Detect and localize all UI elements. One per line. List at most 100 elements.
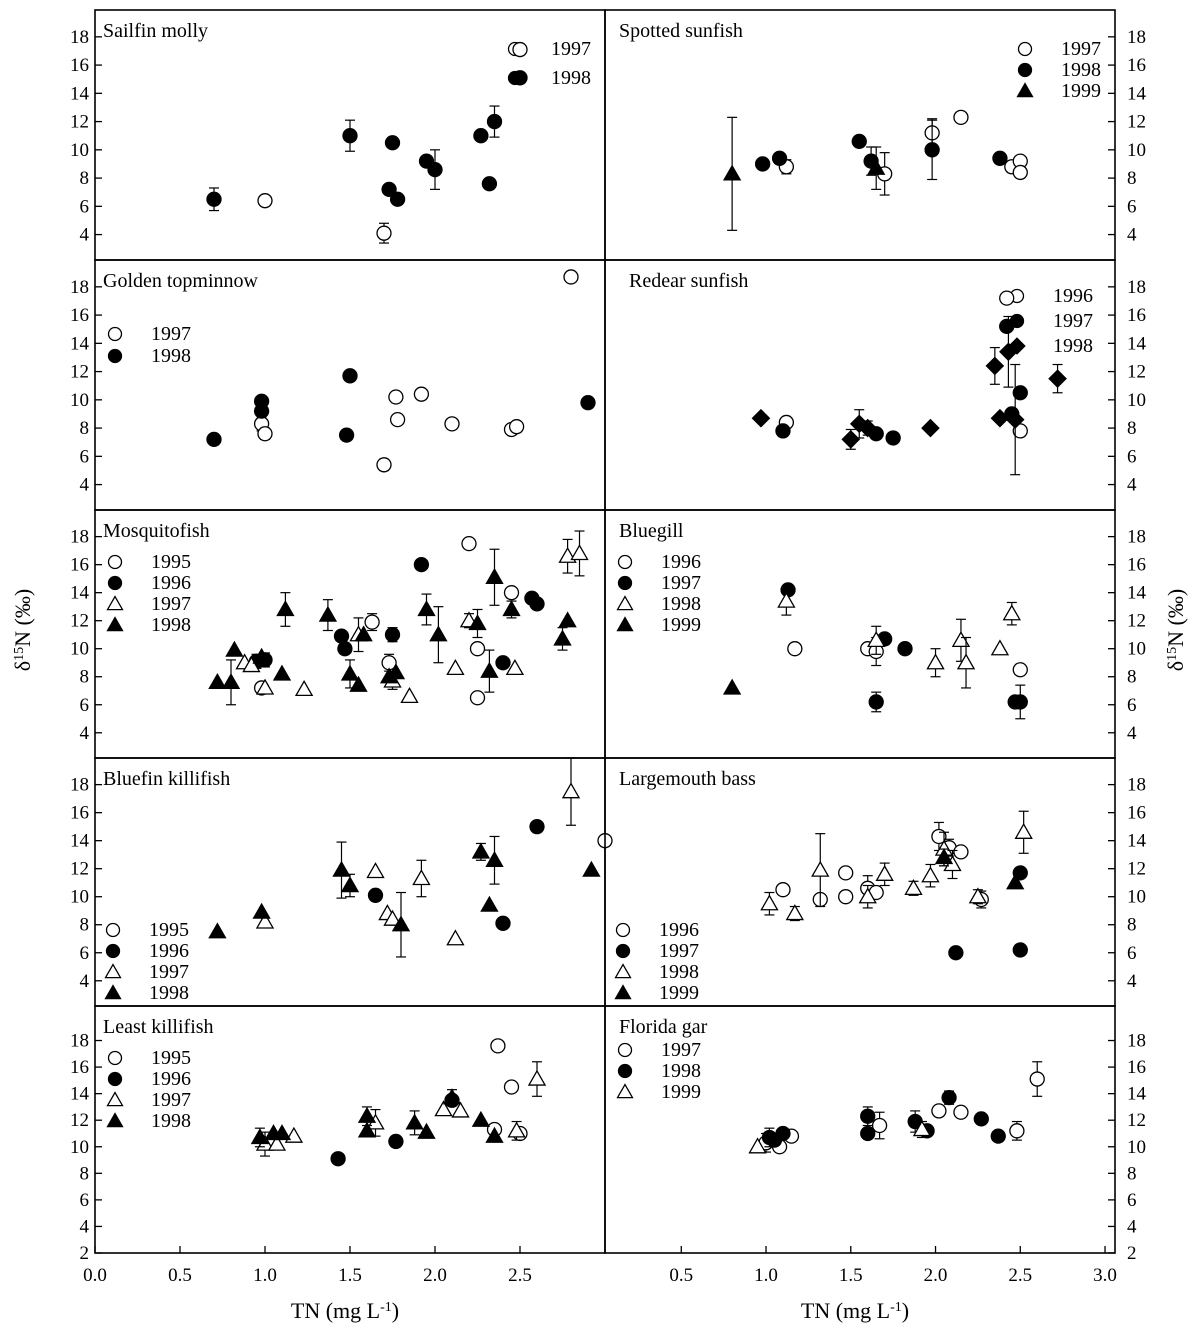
data-point-1998 <box>999 342 1018 362</box>
data-point-1997 <box>953 1104 969 1120</box>
panel-title: Golden topminnow <box>103 270 259 292</box>
legend: 1996 1997 1998 <box>1008 285 1093 357</box>
data-point-1998 <box>1048 369 1067 388</box>
data-point-1997 <box>1012 164 1028 181</box>
data-point-1998 <box>951 630 971 647</box>
y-axis: 2 4 6 8 10 12 14 16 18 <box>1108 1031 1147 1264</box>
legend-label: 1997 <box>1061 38 1101 60</box>
data-point-1998 <box>480 661 499 678</box>
data-point-1997 <box>885 430 901 446</box>
y-tick-label: 18 <box>70 527 89 548</box>
y-tick-label: 8 <box>1127 1163 1137 1184</box>
data-point-1997 <box>948 945 964 961</box>
data-point-1997 <box>507 1121 526 1138</box>
data-point-1998 <box>992 150 1008 166</box>
x-axis: 0.0 0.5 1.0 1.5 2.0 2.5 0.5 1.0 1.5 2.0 2.5 3.0 <box>83 1246 1117 1286</box>
y-tick-label: 16 <box>1127 55 1146 76</box>
y-tick-label: 12 <box>70 1110 89 1131</box>
y-tick-label: 10 <box>70 1137 89 1158</box>
y-tick-label: 12 <box>70 611 89 632</box>
y-tick-label: 8 <box>80 667 90 688</box>
data-point-1997 <box>267 1134 287 1151</box>
data-points <box>748 1061 1045 1155</box>
data-point-1998 <box>349 675 368 692</box>
x-tick-label: 2.0 <box>924 1265 948 1286</box>
y-tick-label: 12 <box>1127 362 1146 383</box>
y-tick-label: 10 <box>1127 140 1146 161</box>
data-point-1998 <box>858 887 877 904</box>
data-point-1997 <box>1012 942 1028 958</box>
data-point-1998 <box>340 664 360 681</box>
legend-label: 1997 <box>151 1089 191 1111</box>
data-point-1997 <box>294 679 314 697</box>
panels-group: Sailfin molly468101214161819971998Spotte… <box>70 9 1147 1286</box>
axis-titles: TN (mg L-1) TN (mg L-1) δ15N (‰) δ15N (‰… <box>10 589 1188 1323</box>
y-tick-label: 10 <box>70 390 89 411</box>
legend-label: 1998 <box>149 982 189 1004</box>
y-tick-label: 16 <box>70 305 89 326</box>
data-point-1996 <box>953 844 969 860</box>
y-tick-label: 10 <box>1127 639 1146 660</box>
y-tick-label: 12 <box>70 859 89 880</box>
data-point-1998 <box>926 653 945 670</box>
panel-title: Bluefin killifish <box>103 768 230 790</box>
data-point-1998 <box>485 1126 504 1143</box>
data-point-1998 <box>381 181 397 198</box>
legend-marker <box>106 1112 124 1128</box>
data-point-1997 <box>255 912 275 929</box>
panel-frame <box>94 259 606 511</box>
y-tick-label: 6 <box>80 446 90 467</box>
data-point-1998 <box>208 672 227 690</box>
y-tick-label: 8 <box>1127 667 1137 688</box>
data-point-1998 <box>471 842 491 859</box>
data-point-1998 <box>481 176 498 192</box>
legend-label: 1998 <box>1061 59 1101 81</box>
y-tick-label: 6 <box>80 943 90 964</box>
x-tick-label: 0.5 <box>669 1265 693 1286</box>
legend-marker <box>617 1063 633 1079</box>
legend-label: 1995 <box>149 919 189 941</box>
y-tick-label: 4 <box>1127 1216 1137 1237</box>
y-tick-label: 18 <box>70 277 89 298</box>
data-point-1997 <box>561 782 581 799</box>
y-tick-label: 10 <box>70 887 89 908</box>
panel-title: Mosquitofish <box>103 520 210 542</box>
y-tick-label: 16 <box>70 55 89 76</box>
data-point-1998 <box>558 611 577 628</box>
legend-label: 1998 <box>551 67 591 89</box>
data-point-1998 <box>206 431 222 448</box>
panel-title: Bluegill <box>619 520 684 542</box>
data-point-1998 <box>250 1128 270 1145</box>
data-point-1996 <box>999 290 1015 306</box>
y-tick-label: 8 <box>80 418 90 439</box>
y-tick-label: 14 <box>70 1084 90 1105</box>
data-point-1998 <box>1005 410 1025 429</box>
y-tick-label: 8 <box>80 168 90 189</box>
legend-marker <box>1017 62 1033 78</box>
y-tick-label: 18 <box>1127 277 1146 298</box>
data-point-1998 <box>208 922 227 939</box>
legend-label: 1995 <box>151 1047 191 1069</box>
data-point-1999 <box>934 848 954 865</box>
data-point-1997 <box>505 658 525 676</box>
data-point-1998 <box>851 133 867 150</box>
x-tick-label: 1.0 <box>754 1265 778 1286</box>
data-point-1998 <box>990 1128 1006 1144</box>
data-point-1998 <box>775 1125 791 1142</box>
data-point-1998 <box>858 418 878 438</box>
data-point-1997 <box>512 41 528 58</box>
legend-label: 1997 <box>151 323 191 345</box>
panel-least-killifish: Least killifish2468101214161819951996199… <box>70 1005 606 1264</box>
data-point-1997 <box>775 423 791 439</box>
y-tick-label: 14 <box>1127 583 1147 604</box>
data-point-1998 <box>751 408 771 428</box>
data-point-1997 <box>383 909 402 926</box>
legend-marker <box>615 943 631 959</box>
legend-marker <box>614 963 632 979</box>
data-point-1998 <box>512 70 528 86</box>
x-tick-label: 2.5 <box>508 1265 532 1286</box>
y-tick-label: 2 <box>80 1243 90 1264</box>
y-axis: 4 6 8 10 12 14 16 18 <box>1108 27 1147 246</box>
